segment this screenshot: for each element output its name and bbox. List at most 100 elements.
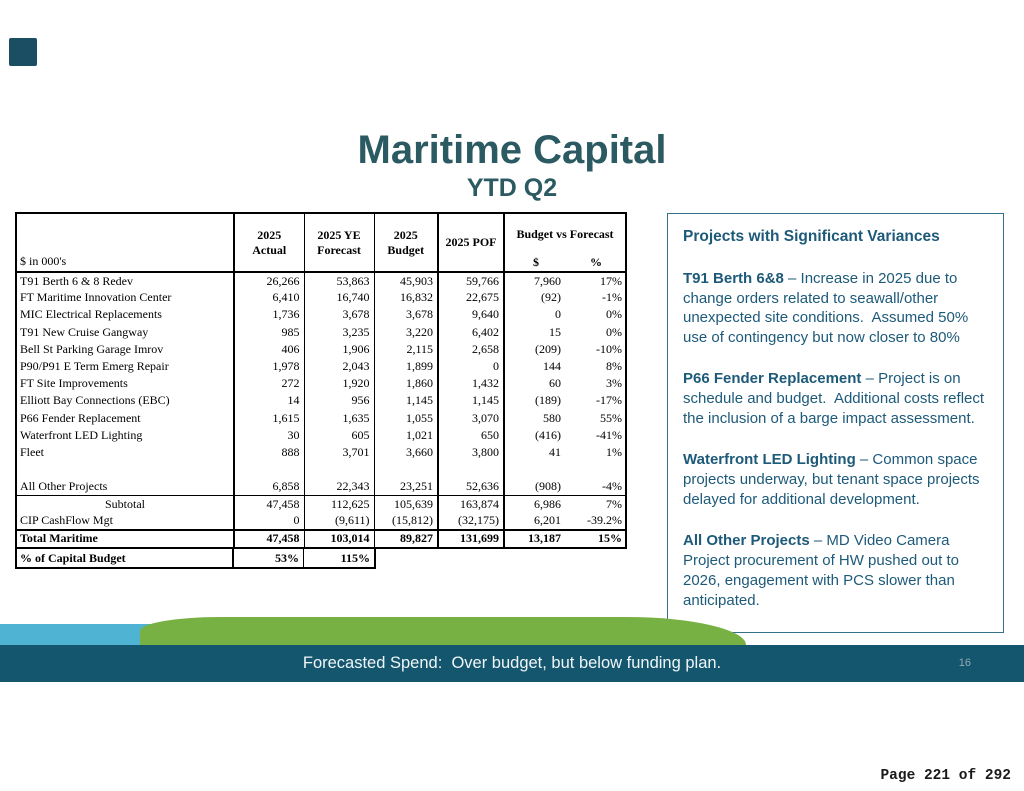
row-label: FT Site Improvements — [17, 375, 235, 393]
slide-title: Maritime Capital — [357, 128, 667, 172]
table-row: CIP CashFlow Mgt 0 (9,611) (15,812) (32,175)… — [17, 512, 625, 530]
cell-value: 3,701 — [304, 443, 375, 462]
financial-table-area: $ in 000's 2025 Actual 2025 YE Forecast … — [15, 212, 627, 569]
cell-value: 8% — [606, 359, 623, 374]
cell-value: 45,903 — [374, 272, 439, 290]
cell-value: 7,960 — [534, 273, 561, 288]
cell-value: 55% — [600, 410, 623, 425]
cell-value: 13,187 — [504, 528, 567, 547]
cell-value: 1,635 — [304, 409, 375, 427]
table-row: Waterfront LED Lighting 30 605 1,021 650 (416… — [17, 426, 625, 444]
row-label: P90/P91 E Term Emerg Repair — [17, 357, 235, 376]
cell-value: 3,070 — [438, 409, 505, 427]
cell-value: 14 — [234, 392, 305, 410]
cell-value: 3,800 — [438, 443, 505, 462]
col-header-ye-forecast: 2025 YE Forecast — [304, 214, 375, 273]
cell-value: 22,675 — [438, 289, 505, 307]
cell-value: (416) — [535, 427, 561, 442]
cell-value: (92) — [541, 290, 561, 305]
cell-value: 605 — [304, 426, 375, 444]
col-header-pof: 2025 POF — [438, 214, 505, 273]
pct-forecast-value: 115% — [340, 550, 370, 565]
cell-value: -1% — [602, 290, 623, 305]
cell-value — [234, 461, 305, 479]
variance-item-title: Waterfront LED Lighting — [683, 451, 856, 469]
cell-value: 0 — [555, 307, 561, 322]
slide-subtitle: YTD Q2 — [466, 174, 558, 202]
cell-value: 1,906 — [304, 340, 375, 358]
cell-value: 9,640 — [438, 306, 505, 324]
cell-value: 1,021 — [374, 426, 439, 444]
cell-value: 3,678 — [304, 306, 375, 324]
table-row: T91 Berth 6 & 8 Redev 26,266 53,863 45,903 5… — [17, 272, 625, 290]
cell-value: 6,402 — [438, 323, 505, 341]
variance-item-text: – MD Video Camera Project procurement of… — [683, 531, 964, 609]
cell-value: 3,235 — [304, 323, 375, 341]
row-label: Subtotal — [17, 494, 235, 513]
cell-value: 26,266 — [234, 272, 305, 290]
cell-value: 0 — [438, 357, 505, 376]
variance-item: Waterfront LED Lighting – Common space p… — [683, 450, 989, 510]
cell-value: 103,014 — [304, 528, 375, 547]
row-label: FT Maritime Innovation Center — [17, 289, 235, 307]
cell-value: 650 — [438, 426, 505, 444]
table-row: Bell St Parking Garage Imrov 406 1,906 2,11… — [17, 340, 625, 358]
cell-value: (209) — [535, 341, 561, 356]
footer-banner-text: Forecasted Spend: Over budget, but below… — [302, 654, 722, 672]
variance-item-text: – Common space projects underway, but te… — [683, 451, 984, 509]
variance-item-text: – Project is on schedule and budget. Add… — [683, 370, 989, 428]
table-row: Total Maritime 47,458 103,014 89,827 131,699… — [17, 528, 626, 547]
cell-value: 0% — [606, 324, 623, 339]
slide-number: 16 — [958, 657, 971, 669]
col-header-budget: 2025 Budget — [374, 214, 439, 273]
table-row — [17, 461, 625, 479]
page-indicator: Page 221 of 292 — [880, 768, 1011, 784]
cell-value — [304, 461, 375, 479]
cell-value: 1,145 — [438, 392, 505, 410]
corner-accent-square — [9, 38, 37, 66]
cell-value: 89,827 — [374, 528, 439, 547]
cell-value: (9,611) — [304, 512, 375, 530]
cell-value: 0 — [234, 512, 305, 530]
cell-value: 1,055 — [374, 409, 439, 427]
cell-value: 47,458 — [234, 528, 305, 547]
row-label: MIC Electrical Replacements — [17, 306, 235, 324]
cell-value: 6,858 — [234, 478, 305, 496]
cell-value: 3,660 — [374, 443, 439, 462]
cell-value: 2,658 — [438, 340, 505, 358]
table-row: FT Site Improvements 272 1,920 1,860 1,432 60… — [17, 375, 625, 393]
cell-value: 47,458 — [234, 494, 305, 513]
cell-value: 3,678 — [374, 306, 439, 324]
variance-item-title: T91 Berth 6&8 — [683, 269, 784, 287]
cell-value: 1,736 — [234, 306, 305, 324]
cell-value: 7% — [567, 494, 626, 513]
cell-value: 956 — [304, 392, 375, 410]
variance-item: T91 Berth 6&8 – Increase in 2025 due to … — [683, 269, 989, 349]
footer-banner: Forecasted Spend: Over budget, but below… — [0, 645, 1024, 682]
cell-value: 1,899 — [374, 357, 439, 376]
cell-value: -17% — [596, 393, 623, 408]
table-row: All Other Projects 6,858 22,343 23,251 52,63… — [17, 478, 625, 496]
row-label: Waterfront LED Lighting — [17, 426, 235, 444]
row-label: Elliott Bay Connections (EBC) — [17, 392, 235, 410]
cell-value: 23,251 — [374, 478, 439, 496]
cell-value: 22,343 — [304, 478, 375, 496]
table-row: P66 Fender Replacement 1,615 1,635 1,055 3,0… — [17, 409, 625, 427]
cell-value: 888 — [234, 443, 305, 462]
row-label: Total Maritime — [17, 528, 235, 547]
cell-value: 15 — [549, 324, 561, 339]
variance-item-title: All Other Projects — [683, 531, 810, 549]
cell-value: 1% — [606, 444, 623, 459]
variance-heading: Projects with Significant Variances — [683, 228, 940, 245]
table-row: FT Maritime Innovation Center 6,410 16,740… — [17, 289, 625, 307]
row-label: T91 Berth 6 & 8 Redev — [17, 272, 235, 290]
variance-item-text: – Increase in 2025 due to change orders … — [683, 269, 973, 347]
col-subheader-pct: % — [567, 254, 626, 273]
cell-value: (15,812) — [374, 512, 439, 530]
table-row: Elliott Bay Connections (EBC) 14 956 1,145 1… — [17, 392, 625, 410]
cell-value: 41 — [549, 444, 561, 459]
col-header-actual: 2025 Actual — [234, 214, 305, 273]
table-row: T91 New Cruise Gangway 985 3,235 3,220 6,402… — [17, 323, 625, 341]
row-label — [17, 461, 235, 479]
cell-value: 105,639 — [374, 494, 439, 513]
